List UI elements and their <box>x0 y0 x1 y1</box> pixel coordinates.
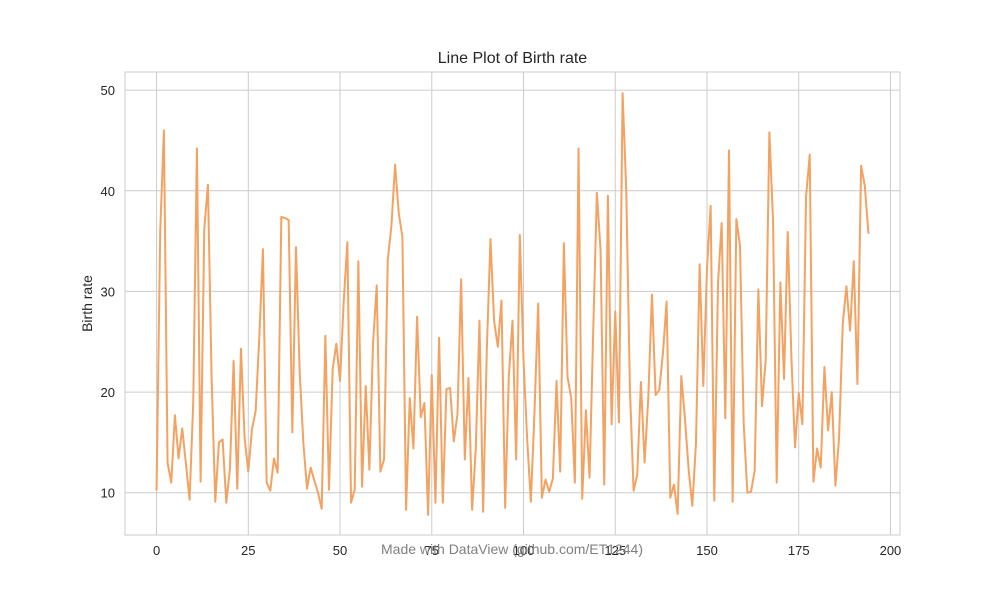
x-tick-label: 75 <box>425 543 439 558</box>
watermark-annotation: Made with DataView (github.com/ET1244) <box>381 541 643 557</box>
y-tick-label: 50 <box>101 83 115 98</box>
x-tick-label: 125 <box>604 543 626 558</box>
plot-frame <box>124 71 901 536</box>
y-tick-label: 40 <box>101 184 115 199</box>
chart-title: Line Plot of Birth rate <box>438 50 588 67</box>
x-tick-label: 25 <box>241 543 255 558</box>
x-tick-label: 50 <box>333 543 347 558</box>
x-tick-label: 200 <box>880 543 902 558</box>
y-tick-label: 20 <box>101 385 115 400</box>
grid <box>125 72 900 535</box>
x-tick-label: 150 <box>696 543 718 558</box>
y-axis-title: Birth rate <box>79 275 95 332</box>
y-tick-label: 30 <box>101 284 115 299</box>
series-layer <box>155 92 870 516</box>
x-tick-label: 0 <box>153 543 160 558</box>
series-line-birth-rate <box>155 92 870 516</box>
tick-labels: 0 25 50 75 100 125 150 175 200 10 20 30 40 50 <box>101 83 902 558</box>
x-tick-label: 175 <box>788 543 810 558</box>
y-tick-label: 10 <box>101 486 115 501</box>
x-tick-label: 100 <box>513 543 535 558</box>
